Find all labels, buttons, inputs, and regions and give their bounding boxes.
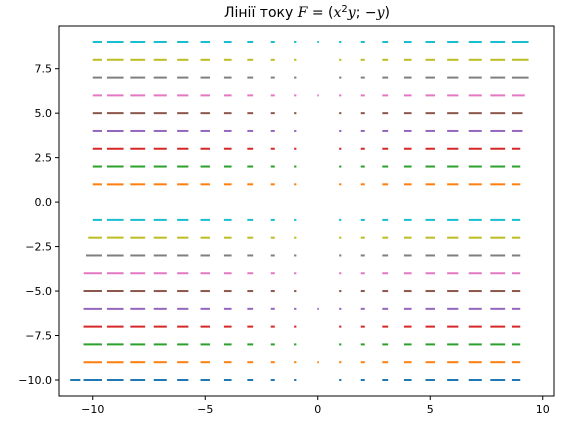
y-axis: −10.0 −7.5 −5.0 −2.5 0.0 2.5 5.0 7.5 bbox=[18, 63, 59, 387]
y-tick-label: 5.0 bbox=[35, 107, 53, 120]
y-tick-label: 0.0 bbox=[35, 196, 53, 209]
series-layer bbox=[70, 42, 528, 380]
plot-frame bbox=[59, 26, 554, 396]
y-tick-label: 7.5 bbox=[35, 63, 53, 76]
y-tick-label: −10.0 bbox=[18, 374, 52, 387]
x-tick-label: 10 bbox=[536, 403, 550, 416]
x-tick-label: −10 bbox=[81, 403, 104, 416]
y-tick-label: −5.0 bbox=[25, 285, 52, 298]
x-tick-label: −5 bbox=[197, 403, 213, 416]
x-tick-label: 0 bbox=[314, 403, 321, 416]
y-tick-label: −7.5 bbox=[25, 330, 52, 343]
y-tick-label: −2.5 bbox=[25, 241, 52, 254]
y-tick-label: 2.5 bbox=[35, 152, 53, 165]
x-tick-label: 5 bbox=[427, 403, 434, 416]
chart-title: Лінії току F = (x2y; −y) bbox=[224, 4, 390, 22]
x-axis: −10 −5 0 5 10 bbox=[81, 396, 550, 416]
